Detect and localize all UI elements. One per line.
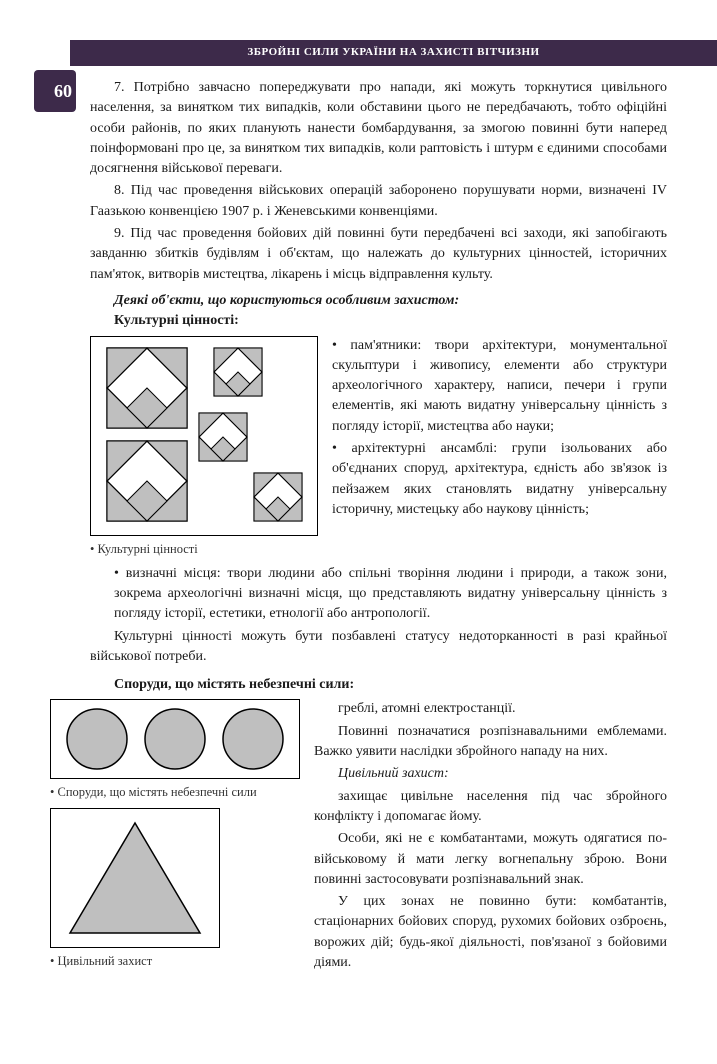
header-title: ЗБРОЙНІ СИЛИ УКРАЇНИ НА ЗАХИСТІ ВІТЧИЗНИ bbox=[247, 45, 539, 61]
text-dangerous-2: Повинні позначатися розпізнавальними емб… bbox=[314, 722, 667, 763]
paragraph-9: 9. Під час проведення бойових дій повинн… bbox=[90, 224, 667, 285]
paragraph-immunity: Культурні цінності можуть бути позбавлен… bbox=[90, 627, 667, 668]
text-civil-label: Цивільний захист: bbox=[314, 764, 667, 784]
text-dangerous-1: греблі, атомні електростанції. bbox=[314, 699, 667, 719]
paragraph-combatants: Особи, які не є комбатантами, можуть одя… bbox=[314, 829, 667, 890]
figure-cultural: Культурні цінності bbox=[90, 336, 318, 558]
page-number-text: 60 bbox=[54, 78, 72, 104]
bullet-sites: визначні місця: твори людини або спільні… bbox=[114, 564, 667, 625]
paragraph-7: 7. Потрібно завчасно попереджувати про н… bbox=[90, 78, 667, 179]
caption-cultural: Культурні цінності bbox=[90, 540, 318, 558]
heading-dangerous: Споруди, що містять небезпечні сили: bbox=[90, 675, 667, 695]
caption-civil: Цивільний захист bbox=[50, 952, 300, 970]
figure-cultural-frame bbox=[90, 336, 318, 536]
heading-special-objects: Деякі об'єкти, що користуються особливим… bbox=[90, 291, 667, 311]
cultural-emblem-svg bbox=[99, 343, 309, 528]
paragraph-8: 8. Під час проведення військових операці… bbox=[90, 181, 667, 222]
page-content: 7. Потрібно завчасно попереджувати про н… bbox=[0, 66, 717, 996]
caption-dangerous: Споруди, що містять небезпечні сили bbox=[50, 783, 300, 801]
heading-cultural: Культурні цінності: bbox=[90, 311, 667, 331]
text-civil: захищає цивільне населення під час зброй… bbox=[314, 787, 667, 828]
paragraph-zones: У цих зонах не повинно бути: комбатантів… bbox=[314, 892, 667, 973]
figure-dangerous-frame bbox=[50, 699, 300, 779]
page-header: ЗБРОЙНІ СИЛИ УКРАЇНИ НА ЗАХИСТІ ВІТЧИЗНИ bbox=[70, 40, 717, 66]
figure-dangerous: Споруди, що містять небезпечні сили Циві… bbox=[50, 699, 300, 969]
page-number: 60 bbox=[34, 70, 76, 112]
civil-emblem-svg bbox=[60, 815, 210, 940]
dangerous-emblem-svg bbox=[57, 704, 293, 774]
figure-civil-frame bbox=[50, 808, 220, 948]
